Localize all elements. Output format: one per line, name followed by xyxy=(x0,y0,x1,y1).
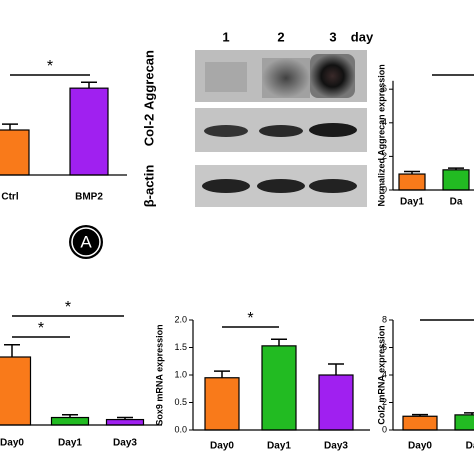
y-tick-label: 1.5 xyxy=(174,342,187,352)
row-label: β-actin xyxy=(141,165,156,208)
x-tick-label: Da xyxy=(450,197,463,208)
x-tick-label: Day0 xyxy=(408,441,432,452)
error-bar xyxy=(4,344,20,357)
y-tick-label: 0.5 xyxy=(174,397,187,407)
error-bar xyxy=(81,81,97,89)
x-tick-label: Day1 xyxy=(58,438,82,449)
blot-band xyxy=(257,179,305,193)
bar xyxy=(442,169,470,191)
panel-badge-ring xyxy=(71,227,101,257)
blot-band xyxy=(310,54,355,98)
x-tick-label: Da xyxy=(466,441,474,452)
row-label: Aggrecan xyxy=(141,50,156,110)
y-tick-label: 4 xyxy=(382,369,387,379)
y-tick-label: 8 xyxy=(382,314,387,324)
x-tick-label: Day3 xyxy=(324,441,348,452)
y-tick-label: 0.0 xyxy=(174,424,187,434)
bar xyxy=(261,345,297,431)
error-bar xyxy=(404,170,420,175)
y-tick-label: 0 xyxy=(382,424,387,434)
bar xyxy=(50,416,90,426)
y-tick-label: 6 xyxy=(382,84,387,94)
blot-band xyxy=(204,125,248,137)
bar xyxy=(454,414,474,431)
bar xyxy=(398,173,426,191)
x-tick-label: Day0 xyxy=(0,438,24,449)
blot-band xyxy=(202,179,250,193)
row-label: Col-2 xyxy=(141,114,156,147)
error-bar xyxy=(62,414,78,418)
bar xyxy=(105,418,145,426)
x-tick-label: BMP2 xyxy=(75,192,103,203)
x-tick-label: Day1 xyxy=(267,441,291,452)
significance-star: * xyxy=(38,320,44,337)
y-tick-label: 0 xyxy=(382,184,387,194)
error-bar xyxy=(271,338,287,346)
y-tick-label: 1.0 xyxy=(174,369,187,379)
y-tick-label: 2 xyxy=(382,397,387,407)
blot-band xyxy=(262,58,310,98)
x-tick-label: Day3 xyxy=(113,438,137,449)
y-axis-label: Sox9 mRNA expression xyxy=(154,324,164,425)
significance-star: * xyxy=(47,58,53,75)
western-blot: 1 2 3 day Aggrecan Col-2 β-actin xyxy=(141,29,374,207)
blot-band xyxy=(259,125,303,137)
y-axis-label: Col2 mRNA expression xyxy=(376,325,386,424)
lane-label: 1 xyxy=(222,29,229,44)
error-bar xyxy=(412,413,428,417)
y-tick-label: 6 xyxy=(382,342,387,352)
blot-band xyxy=(309,179,357,193)
lane-unit: day xyxy=(351,29,374,44)
blot-band xyxy=(205,62,247,92)
error-bar xyxy=(214,370,230,378)
bar xyxy=(204,377,240,431)
panel-badge xyxy=(69,225,103,259)
y-tick-label: 4 xyxy=(382,117,387,127)
error-bar xyxy=(464,412,474,415)
blot-band xyxy=(309,123,357,137)
error-bar xyxy=(2,123,18,130)
significance-star: * xyxy=(247,310,253,327)
y-tick-label: 2 xyxy=(382,151,387,161)
error-bar xyxy=(448,167,464,170)
x-tick-label: Day1 xyxy=(400,197,424,208)
bar xyxy=(318,374,354,431)
x-tick-label: Ctrl xyxy=(1,192,18,203)
panel-label: A xyxy=(80,232,92,251)
bar xyxy=(0,356,32,426)
error-bar xyxy=(117,416,133,420)
lane-label: 2 xyxy=(277,29,284,44)
y-tick-label: 2.0 xyxy=(174,314,187,324)
error-bar xyxy=(328,363,344,375)
significance-star: * xyxy=(65,299,71,316)
y-axis-label: Normalized Aggrecan expression xyxy=(376,64,386,206)
bar xyxy=(0,129,30,176)
lane-label: 3 xyxy=(329,29,336,44)
bar xyxy=(69,87,109,176)
x-tick-label: Day0 xyxy=(210,441,234,452)
bar xyxy=(402,415,438,431)
